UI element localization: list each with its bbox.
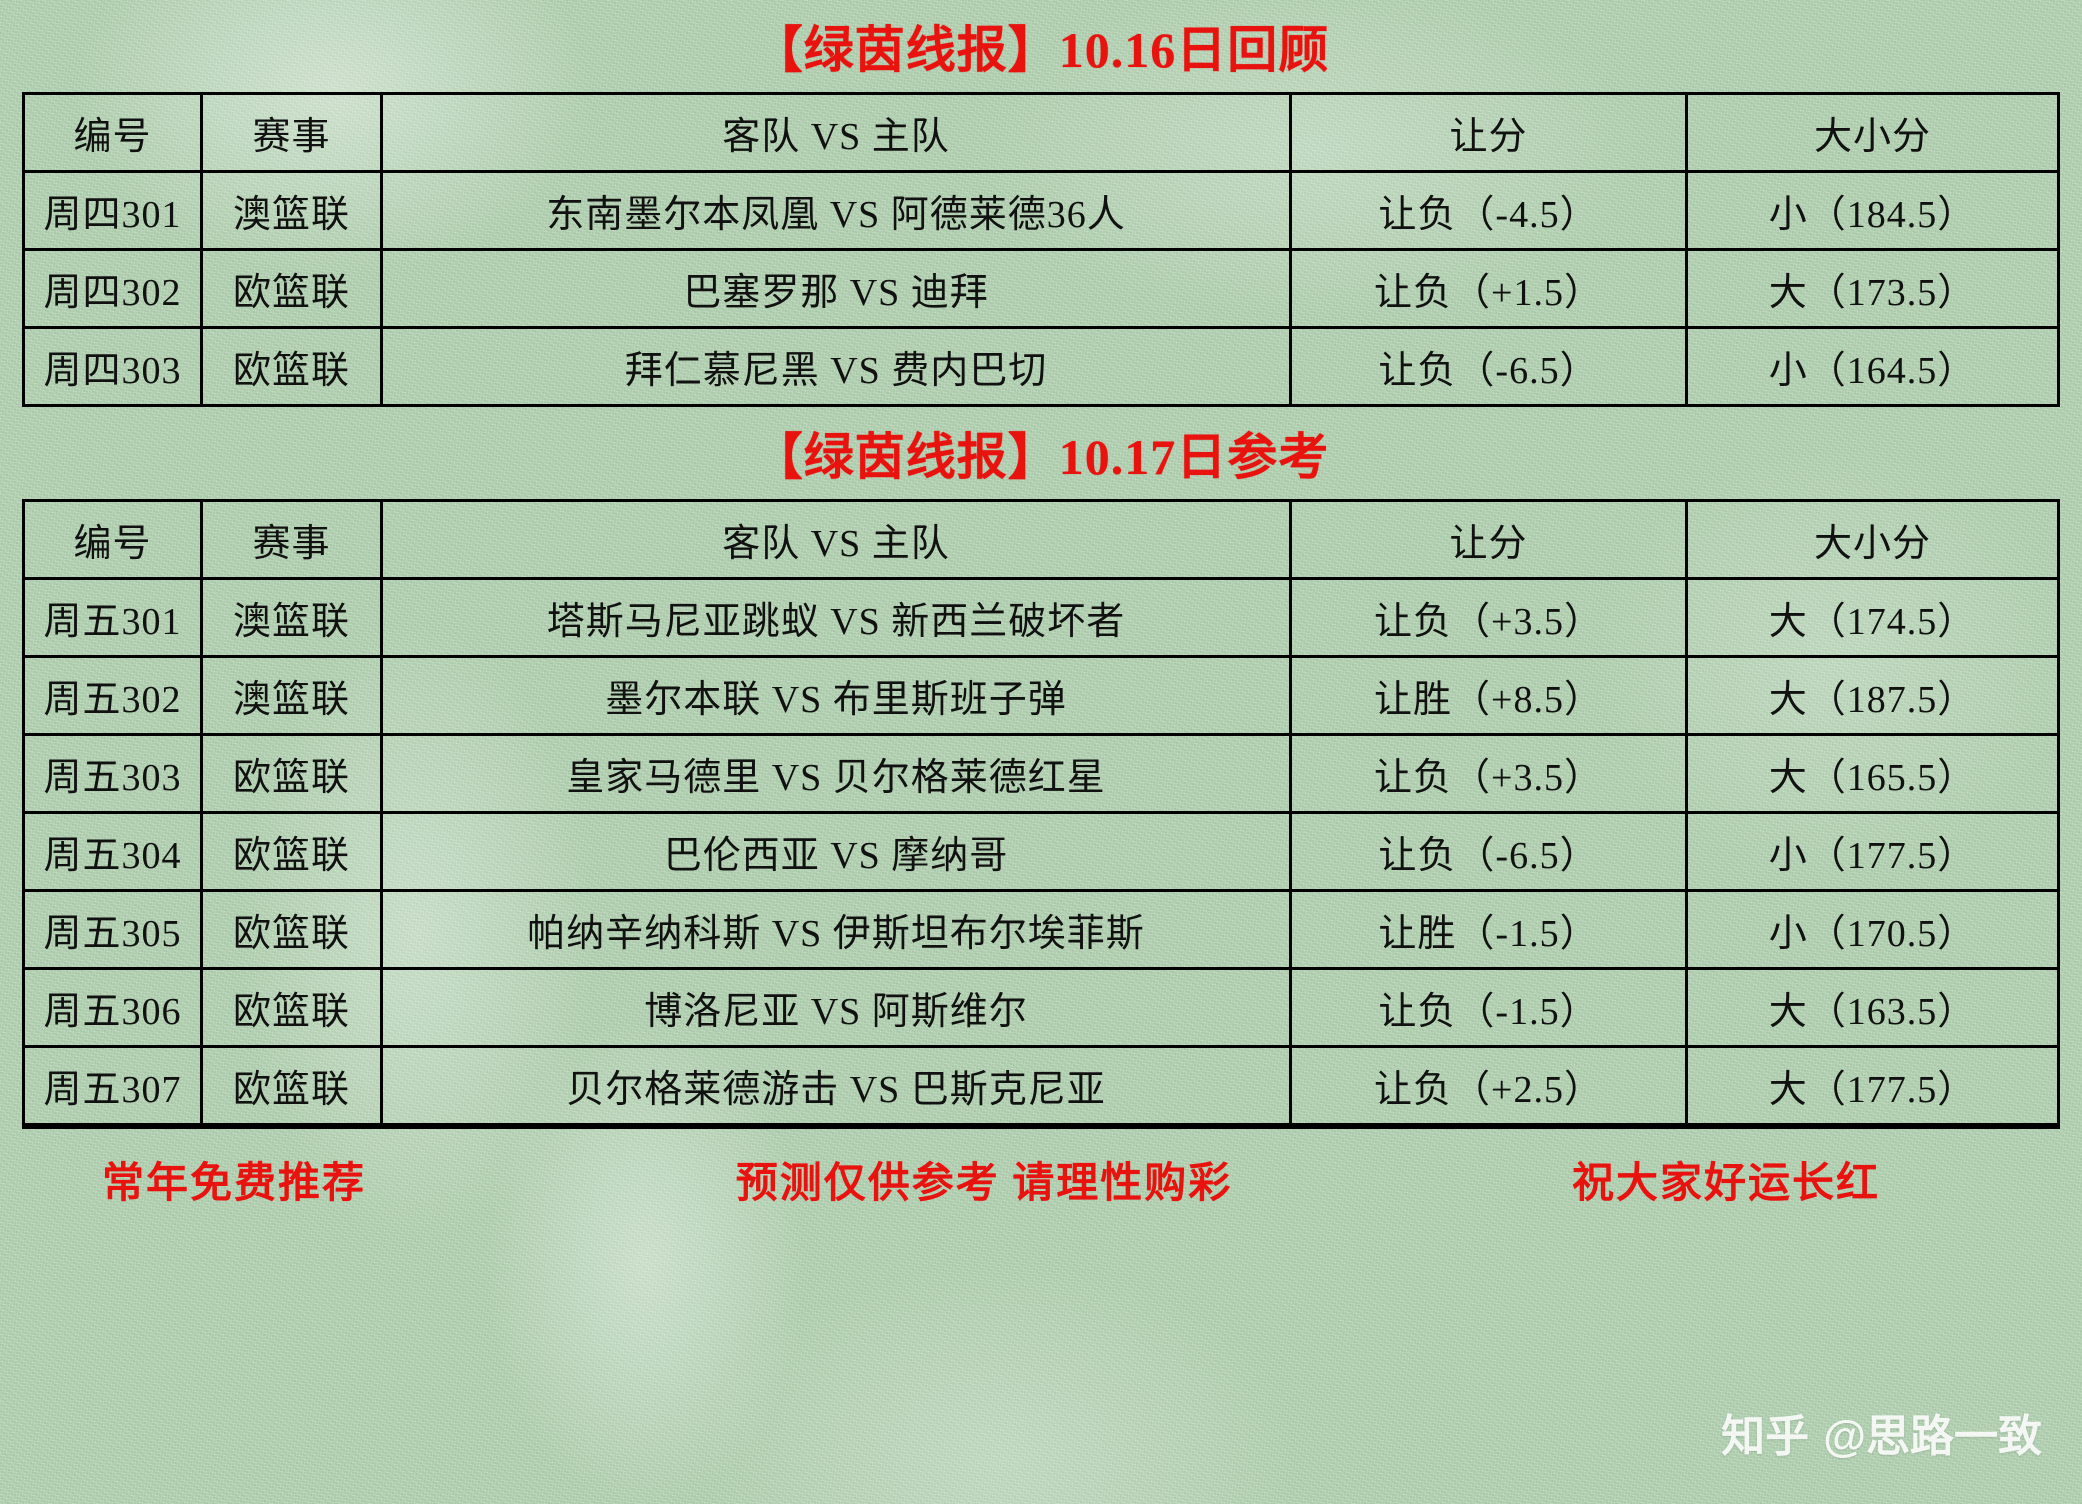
cell-over-under: 小（177.5） (1685, 811, 2060, 892)
table-row: 周四302 欧篮联 巴塞罗那 VS 迪拜 让负（+1.5） 大（173.5） (22, 248, 2060, 329)
table-row: 周五304 欧篮联 巴伦西亚 VS 摩纳哥 让负（-6.5） 小（177.5） (22, 811, 2060, 892)
cell-handicap: 让胜（+8.5） (1289, 655, 1688, 736)
cell-competition: 欧篮联 (200, 248, 383, 329)
cell-over-under: 大（163.5） (1685, 967, 2060, 1048)
section-title-1: 【绿茵线报】10.16日回顾 (752, 22, 1330, 78)
cell-over-under: 大（187.5） (1685, 655, 2060, 736)
cell-match: 东南墨尔本凤凰 VS 阿德莱德36人 (380, 170, 1292, 251)
cell-no: 周四303 (22, 326, 203, 407)
cell-over-under: 小（164.5） (1685, 326, 2060, 407)
cell-handicap: 让胜（-1.5） (1289, 889, 1688, 970)
cell-over-under: 小（170.5） (1685, 889, 2060, 970)
cell-competition: 澳篮联 (200, 170, 383, 251)
table-row: 周五306 欧篮联 博洛尼亚 VS 阿斯维尔 让负（-1.5） 大（163.5） (22, 967, 2060, 1048)
cell-match: 巴塞罗那 VS 迪拜 (380, 248, 1292, 329)
column-header-handicap: 让分 (1289, 92, 1688, 173)
cell-no: 周五305 (22, 889, 203, 970)
table-row: 周五302 澳篮联 墨尔本联 VS 布里斯班子弹 让胜（+8.5） 大（187.… (22, 655, 2060, 736)
column-header-no: 编号 (22, 499, 203, 580)
cell-no: 周五306 (22, 967, 203, 1048)
table-row: 周四303 欧篮联 拜仁慕尼黑 VS 费内巴切 让负（-6.5） 小（164.5… (22, 326, 2060, 407)
cell-match: 拜仁慕尼黑 VS 费内巴切 (380, 326, 1292, 407)
table-row: 周四301 澳篮联 东南墨尔本凤凰 VS 阿德莱德36人 让负（-4.5） 小（… (22, 170, 2060, 251)
cell-no: 周五302 (22, 655, 203, 736)
cell-handicap: 让负（+3.5） (1289, 577, 1688, 658)
cell-handicap: 让负（+3.5） (1289, 733, 1688, 814)
cell-competition: 澳篮联 (200, 577, 383, 658)
footer-left-text: 常年免费推荐 (102, 1161, 367, 1207)
cell-over-under: 大（165.5） (1685, 733, 2060, 814)
cell-competition: 澳篮联 (200, 655, 383, 736)
table-row: 周五301 澳篮联 塔斯马尼亚跳蚁 VS 新西兰破坏者 让负（+3.5） 大（1… (22, 577, 2060, 658)
cell-competition: 欧篮联 (200, 733, 383, 814)
column-header-over-under: 大小分 (1685, 499, 2060, 580)
cell-match: 博洛尼亚 VS 阿斯维尔 (380, 967, 1292, 1048)
cell-competition: 欧篮联 (200, 889, 383, 970)
cell-handicap: 让负（-6.5） (1289, 326, 1688, 407)
cell-over-under: 大（173.5） (1685, 248, 2060, 329)
footer-right-text: 祝大家好运长红 (1571, 1161, 1880, 1207)
cell-match: 帕纳辛纳科斯 VS 伊斯坦布尔埃菲斯 (380, 889, 1292, 970)
table-row: 周五305 欧篮联 帕纳辛纳科斯 VS 伊斯坦布尔埃菲斯 让胜（-1.5） 小（… (22, 889, 2060, 970)
cell-match: 贝尔格莱德游击 VS 巴斯克尼亚 (380, 1045, 1292, 1126)
cell-handicap: 让负（+1.5） (1289, 248, 1688, 329)
table-header-row: 编号 赛事 客队 VS 主队 让分 大小分 (22, 92, 2060, 173)
cell-no: 周五304 (22, 811, 203, 892)
cell-competition: 欧篮联 (200, 811, 383, 892)
column-header-competition: 赛事 (200, 499, 383, 580)
footer-middle-text: 预测仅供参考 请理性购彩 (735, 1161, 1233, 1207)
cell-competition: 欧篮联 (200, 326, 383, 407)
column-header-match: 客队 VS 主队 (380, 499, 1292, 580)
table-row: 周五307 欧篮联 贝尔格莱德游击 VS 巴斯克尼亚 让负（+2.5） 大（17… (22, 1045, 2060, 1126)
cell-competition: 欧篮联 (200, 967, 383, 1048)
cell-competition: 欧篮联 (200, 1045, 383, 1126)
cell-match: 皇家马德里 VS 贝尔格莱德红星 (380, 733, 1292, 814)
cell-over-under: 大（174.5） (1685, 577, 2060, 658)
cell-match: 巴伦西亚 VS 摩纳哥 (380, 811, 1292, 892)
cell-no: 周五301 (22, 577, 203, 658)
cell-match: 墨尔本联 VS 布里斯班子弹 (380, 655, 1292, 736)
cell-match: 塔斯马尼亚跳蚁 VS 新西兰破坏者 (380, 577, 1292, 658)
cell-over-under: 大（177.5） (1685, 1045, 2060, 1126)
column-header-match: 客队 VS 主队 (380, 92, 1292, 173)
table-row: 周五303 欧篮联 皇家马德里 VS 贝尔格莱德红星 让负（+3.5） 大（16… (22, 733, 2060, 814)
cell-over-under: 小（184.5） (1685, 170, 2060, 251)
table-header-row: 编号 赛事 客队 VS 主队 让分 大小分 (22, 499, 2060, 580)
column-header-over-under: 大小分 (1685, 92, 2060, 173)
cell-no: 周五307 (22, 1045, 203, 1126)
cell-no: 周五303 (22, 733, 203, 814)
cell-handicap: 让负（-4.5） (1289, 170, 1688, 251)
cell-no: 周四302 (22, 248, 203, 329)
cell-no: 周四301 (22, 170, 203, 251)
odds-table-2: 编号 赛事 客队 VS 主队 让分 大小分 周五301 澳篮联 塔斯马尼亚跳蚁 … (22, 499, 2060, 1126)
cell-handicap: 让负（-1.5） (1289, 967, 1688, 1048)
odds-table-1: 编号 赛事 客队 VS 主队 让分 大小分 周四301 澳篮联 东南墨尔本凤凰 … (22, 92, 2060, 407)
column-header-competition: 赛事 (200, 92, 383, 173)
cell-handicap: 让负（+2.5） (1289, 1045, 1688, 1126)
column-header-no: 编号 (22, 92, 203, 173)
footer-bar: 常年免费推荐 预测仅供参考 请理性购彩 祝大家好运长红 (22, 1126, 2060, 1230)
section-title-2: 【绿茵线报】10.17日参考 (752, 429, 1330, 485)
cell-handicap: 让负（-6.5） (1289, 811, 1688, 892)
column-header-handicap: 让分 (1289, 499, 1688, 580)
